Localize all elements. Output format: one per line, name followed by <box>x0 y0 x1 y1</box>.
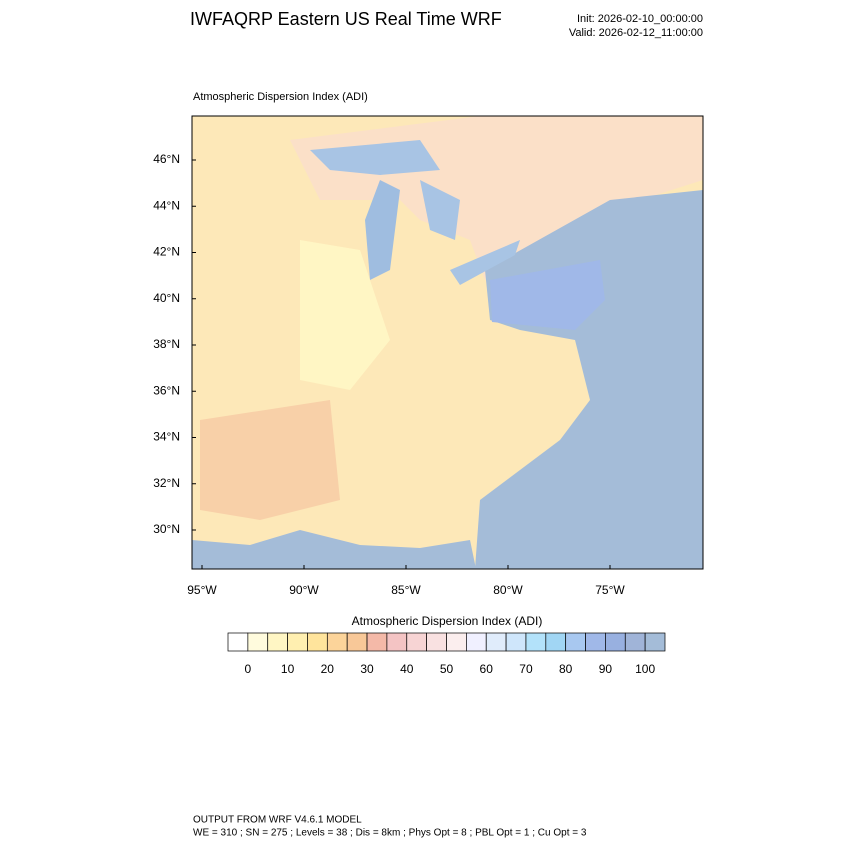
lat-label: 38°N <box>153 337 180 351</box>
lon-label: 75°W <box>595 583 625 597</box>
colorbar-swatch <box>326 632 348 652</box>
colorbar-swatch <box>545 632 567 652</box>
lat-label: 44°N <box>153 198 180 212</box>
colorbar-tick-label: 90 <box>599 662 613 676</box>
colorbar-swatch <box>605 632 626 652</box>
colorbar-tick-label: 60 <box>480 662 494 676</box>
lat-label: 46°N <box>153 152 180 166</box>
lat-labels: 46°N 44°N 42°N 40°N 38°N 36°N 34°N 32°N 30°N <box>153 152 196 536</box>
colorbar-tick-label: 50 <box>440 662 454 676</box>
midwest-yellow <box>300 240 390 390</box>
lat-label: 40°N <box>153 291 180 305</box>
lake-huron <box>420 180 460 240</box>
lon-label: 85°W <box>391 583 421 597</box>
colorbar-swatch <box>386 632 408 652</box>
colorbar-tick-label: 40 <box>400 662 414 676</box>
colorbar-tick-label: 80 <box>559 662 573 676</box>
colorbar-swatch <box>505 632 527 652</box>
colorbar-swatch <box>624 632 646 652</box>
colorbar-swatch <box>227 632 249 652</box>
colorbar-swatch <box>525 632 547 652</box>
map-frame <box>191 115 704 570</box>
lon-labels: 95°W 90°W 85°W 80°W 75°W <box>187 565 625 597</box>
colorbar-tick-label: 100 <box>635 662 655 676</box>
colorbar-tick-label: 30 <box>360 662 374 676</box>
south-orange <box>200 400 340 520</box>
colorbar-swatch <box>247 632 269 652</box>
colorbar-swatch <box>426 632 447 652</box>
map-title: Atmospheric Dispersion Index (ADI) <box>193 91 368 103</box>
colorbar-tick-label: 10 <box>281 662 295 676</box>
footer-line: OUTPUT FROM WRF V4.6.1 MODEL <box>193 815 362 826</box>
colorbar-swatch <box>585 632 606 652</box>
colorbar-swatch <box>406 632 427 652</box>
colorbar-swatch <box>307 632 328 652</box>
colorbar-swatch <box>446 632 467 652</box>
map <box>191 115 704 570</box>
lat-label: 30°N <box>153 522 180 536</box>
lake-superior <box>310 140 440 175</box>
colorbar-swatch <box>466 632 487 652</box>
colorbar: 0 10 20 30 40 50 60 70 80 90 100 <box>227 632 666 676</box>
lat-label: 32°N <box>153 476 180 490</box>
colorbar-tick-label: 0 <box>245 662 252 676</box>
colorbar-swatch <box>366 632 388 652</box>
footer-line: WE = 310 ; SN = 275 ; Levels = 38 ; Dis … <box>193 828 587 839</box>
lon-label: 95°W <box>187 583 217 597</box>
colorbar-swatch <box>346 632 368 652</box>
colorbar-swatch <box>644 632 666 652</box>
lake-michigan <box>365 180 400 280</box>
lon-label: 80°W <box>493 583 523 597</box>
lat-label: 36°N <box>153 383 180 397</box>
colorbar-title: Atmospheric Dispersion Index (ADI) <box>352 614 543 628</box>
lat-label: 42°N <box>153 245 180 259</box>
title: IWFAQRP Eastern US Real Time WRF <box>190 9 502 29</box>
lat-label: 34°N <box>153 430 180 444</box>
init-time: Init: 2026-02-10_00:00:00 <box>577 13 703 25</box>
colorbar-swatch <box>267 632 288 652</box>
northeast-blue <box>490 260 605 330</box>
colorbar-tick-label: 20 <box>321 662 335 676</box>
colorbar-swatch <box>565 632 586 652</box>
gulf <box>192 530 476 569</box>
lake-erie <box>450 240 520 285</box>
lon-label: 90°W <box>289 583 319 597</box>
colorbar-swatch <box>485 632 507 652</box>
colorbar-swatch <box>287 632 308 652</box>
colorbar-tick-label: 70 <box>519 662 533 676</box>
valid-time: Valid: 2026-02-12_11:00:00 <box>569 27 703 39</box>
